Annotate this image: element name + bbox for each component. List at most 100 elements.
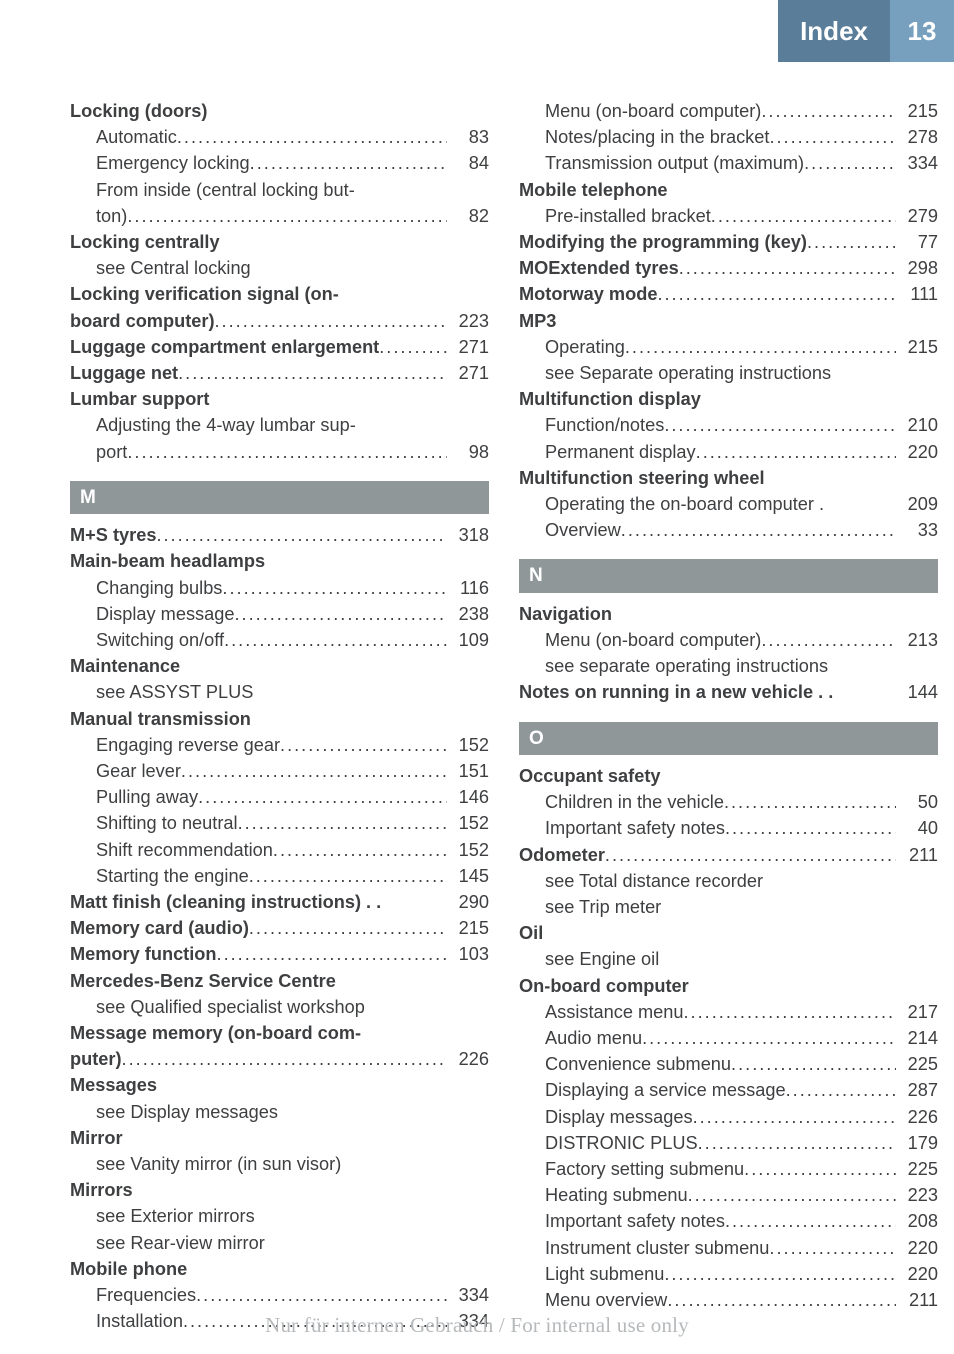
entry-label: Shifting to neutral (96, 810, 238, 836)
index-heading: Multifunction steering wheel (519, 465, 938, 491)
section-letter: N (519, 559, 938, 592)
index-heading: Mercedes-Benz Service Centre (70, 968, 489, 994)
leader-dots (667, 1287, 896, 1313)
entry-page: 213 (896, 627, 938, 653)
index-entry: board computer) 223 (70, 308, 489, 334)
see-label: see Trip meter (545, 894, 661, 920)
entry-label: Function/notes (545, 412, 664, 438)
entry-page: 208 (896, 1208, 938, 1234)
entry-page: 83 (447, 124, 489, 150)
index-entry: Menu (on-board computer) 213 (519, 627, 938, 653)
entry-page: 226 (896, 1104, 938, 1130)
entry-page: 211 (896, 1287, 938, 1313)
entry-page: 215 (896, 334, 938, 360)
leader-dots (688, 1182, 896, 1208)
entry-label: Convenience submenu (545, 1051, 731, 1077)
entry-label: Luggage net (70, 360, 178, 386)
index-heading: Mobile telephone (519, 177, 938, 203)
index-entry: Display messages 226 (519, 1104, 938, 1130)
index-entry: Notes/placing in the bracket 278 (519, 124, 938, 150)
index-heading: Main-beam headlamps (70, 548, 489, 574)
see-label: see Display messages (96, 1099, 278, 1125)
entry-page: 33 (896, 517, 938, 543)
index-heading: Locking (doors) (70, 98, 489, 124)
entry-label: Engaging reverse gear (96, 732, 280, 758)
entry-label: Motorway mode (519, 281, 657, 307)
leader-dots (156, 522, 447, 548)
index-entry: Operating 215 (519, 334, 938, 360)
index-see-reference: see Engine oil (519, 946, 938, 972)
entry-label: Notes/placing in the bracket (545, 124, 769, 150)
index-entry: Luggage net 271 (70, 360, 489, 386)
leader-dots (711, 203, 896, 229)
leader-dots (769, 124, 896, 150)
entry-label: Pulling away (96, 784, 198, 810)
leader-dots (786, 1077, 896, 1103)
heading-label: MP3 (519, 308, 556, 334)
index-entry: Memory function 103 (70, 941, 489, 967)
index-see-reference: see Qualified specialist workshop (70, 994, 489, 1020)
index-entry: Instrument cluster submenu 220 (519, 1235, 938, 1261)
leader-dots (693, 1104, 896, 1130)
see-label: see separate operating instructions (545, 653, 828, 679)
entry-page: 220 (896, 439, 938, 465)
index-heading: Mobile phone (70, 1256, 489, 1282)
leader-dots (234, 601, 447, 627)
leader-dots (625, 334, 896, 360)
index-entry: Frequencies 334 (70, 1282, 489, 1308)
right-column: Menu (on-board computer) 215Notes/placin… (519, 98, 938, 1294)
entry-page: 226 (447, 1046, 489, 1072)
left-column: Locking (doors)Automatic 83Emergency loc… (70, 98, 489, 1294)
leader-dots (761, 627, 896, 653)
entry-label: Assistance menu (545, 999, 684, 1025)
index-entry: Switching on/off 109 (70, 627, 489, 653)
leader-dots (621, 517, 896, 543)
header-right: Index 13 (778, 0, 954, 62)
entry-page: 84 (447, 150, 489, 176)
entry-label: Matt finish (cleaning instructions) . . (70, 889, 381, 915)
entry-label: Transmission output (maximum) (545, 150, 804, 176)
entry-page: 223 (447, 308, 489, 334)
leader-dots (696, 439, 896, 465)
index-entry: puter) 226 (70, 1046, 489, 1072)
index-entry: Shifting to neutral 152 (70, 810, 489, 836)
index-heading: Locking centrally (70, 229, 489, 255)
leader-dots (605, 842, 896, 868)
entry-label: Luggage compartment enlargement (70, 334, 379, 360)
index-see-reference: see Central locking (70, 255, 489, 281)
index-entry: Matt finish (cleaning instructions) . . … (70, 889, 489, 915)
heading-label: Messages (70, 1072, 157, 1098)
index-entry: Permanent display 220 (519, 439, 938, 465)
entry-page: 238 (447, 601, 489, 627)
index-entry: Starting the engine 145 (70, 863, 489, 889)
index-heading: Multifunction display (519, 386, 938, 412)
heading-label: Locking centrally (70, 229, 220, 255)
index-entry: Heating submenu 223 (519, 1182, 938, 1208)
index-heading: Navigation (519, 601, 938, 627)
leader-dots (249, 863, 447, 889)
entry-label: Gear lever (96, 758, 181, 784)
leader-dots (664, 412, 896, 438)
heading-label: Occupant safety (519, 763, 661, 789)
entry-label: Switching on/off (96, 627, 224, 653)
index-see-reference: see Exterior mirrors (70, 1203, 489, 1229)
entry-page: 98 (447, 439, 489, 465)
leader-dots (217, 941, 447, 967)
header-title: Index (778, 0, 890, 62)
entry-label: Permanent display (545, 439, 696, 465)
entry-page: 225 (896, 1051, 938, 1077)
heading-label: Navigation (519, 601, 612, 627)
index-entry: Important safety notes 40 (519, 815, 938, 841)
index-entry: Engaging reverse gear 152 (70, 732, 489, 758)
footer-watermark: Nur für internen Gebrauch / For internal… (0, 1313, 954, 1338)
entry-label: puter) (70, 1046, 122, 1072)
index-entry: Transmission output (maximum) 334 (519, 150, 938, 176)
index-see-reference: see Display messages (70, 1099, 489, 1125)
index-entry-wrapline: Adjusting the 4-way lumbar sup- (70, 412, 489, 438)
entry-page: 334 (896, 150, 938, 176)
leader-dots (224, 627, 447, 653)
entry-page: 290 (447, 889, 489, 915)
index-entry: Light submenu 220 (519, 1261, 938, 1287)
index-see-reference: see Separate operating instructions (519, 360, 938, 386)
entry-page: 144 (896, 679, 938, 705)
